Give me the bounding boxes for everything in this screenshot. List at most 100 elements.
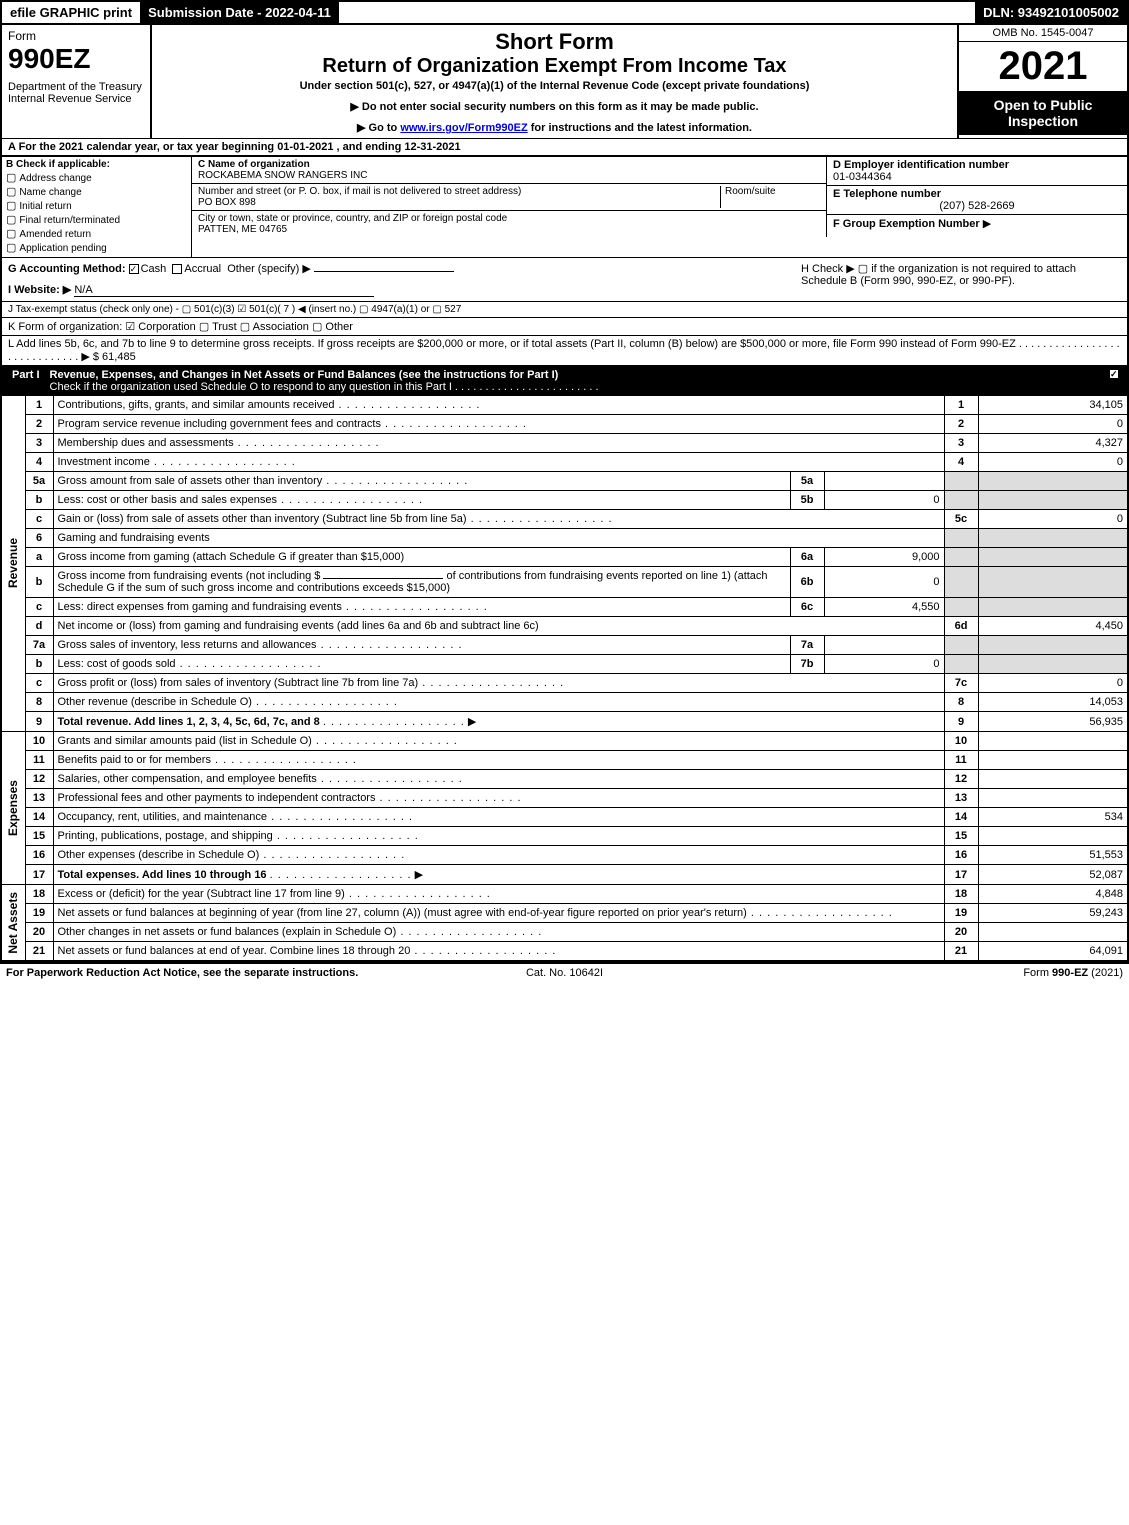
l9-v: 56,935 (978, 712, 1128, 732)
l20-v (978, 923, 1128, 942)
l3-v: 4,327 (978, 434, 1128, 453)
l9-n: 9 (25, 712, 53, 732)
l7b-n: b (25, 655, 53, 674)
note-ssn: ▶ Do not enter social security numbers o… (158, 100, 951, 113)
l19-d: Net assets or fund balances at beginning… (53, 904, 944, 923)
l5a-d: Gross amount from sale of assets other t… (53, 472, 790, 491)
g-accrual: Accrual (184, 263, 221, 275)
f-label: F Group Exemption Number (833, 218, 980, 230)
goto-post: for instructions and the latest informat… (528, 122, 752, 134)
footer-center: Cat. No. 10642I (378, 967, 750, 979)
row-j: J Tax-exempt status (check only one) - ▢… (0, 302, 1129, 318)
l12-n: 12 (25, 770, 53, 789)
f-arrow: ▶ (983, 218, 991, 230)
l15-v (978, 827, 1128, 846)
l14-n: 14 (25, 808, 53, 827)
chk-cash[interactable] (129, 264, 139, 274)
l7c-d: Gross profit or (loss) from sales of inv… (53, 674, 944, 693)
l18-ln: 18 (944, 885, 978, 904)
l10-d: Grants and similar amounts paid (list in… (53, 732, 944, 751)
l15-n: 15 (25, 827, 53, 846)
l13-d: Professional fees and other payments to … (53, 789, 944, 808)
section-h: H Check ▶ ▢ if the organization is not r… (801, 262, 1121, 297)
side-revenue: Revenue (1, 396, 25, 732)
l6d-ln: 6d (944, 617, 978, 636)
part1-checkbox[interactable] (1109, 369, 1119, 379)
chk-address-change[interactable]: Address change (6, 171, 187, 184)
l20-d: Other changes in net assets or fund bala… (53, 923, 944, 942)
l5b-sv: 0 (824, 491, 944, 510)
l7c-ln: 7c (944, 674, 978, 693)
l21-n: 21 (25, 942, 53, 962)
l14-d: Occupancy, rent, utilities, and maintena… (53, 808, 944, 827)
row-k: K Form of organization: ☑ Corporation ▢ … (0, 318, 1129, 336)
d-label: D Employer identification number (833, 159, 1009, 171)
l21-v: 64,091 (978, 942, 1128, 962)
l3-ln: 3 (944, 434, 978, 453)
title-short-form: Short Form (158, 29, 951, 55)
l2-ln: 2 (944, 415, 978, 434)
l5b-sn: 5b (790, 491, 824, 510)
c-street-label: Number and street (or P. O. box, if mail… (198, 186, 521, 197)
l12-v (978, 770, 1128, 789)
l5c-d: Gain or (loss) from sale of assets other… (53, 510, 944, 529)
g-cash: Cash (141, 263, 167, 275)
omb-number: OMB No. 1545-0047 (959, 25, 1127, 42)
l1-d: Contributions, gifts, grants, and simila… (53, 396, 944, 415)
l8-ln: 8 (944, 693, 978, 712)
l7b-d: Less: cost of goods sold (53, 655, 790, 674)
g-label: G Accounting Method: (8, 263, 126, 275)
row-l-text: L Add lines 5b, 6c, and 7b to line 9 to … (8, 338, 1120, 363)
l7c-n: c (25, 674, 53, 693)
l9-ln: 9 (944, 712, 978, 732)
top-bar: efile GRAPHIC print Submission Date - 20… (0, 0, 1129, 25)
l13-v (978, 789, 1128, 808)
l14-ln: 14 (944, 808, 978, 827)
chk-amended-return[interactable]: Amended return (6, 227, 187, 240)
l7b-sv: 0 (824, 655, 944, 674)
l1-v: 34,105 (978, 396, 1128, 415)
l21-d: Net assets or fund balances at end of ye… (53, 942, 944, 962)
l16-ln: 16 (944, 846, 978, 865)
ein: 01-0344364 (833, 171, 892, 183)
l17-ln: 17 (944, 865, 978, 885)
header-right: OMB No. 1545-0047 2021 Open to Public In… (957, 25, 1127, 138)
open-to-public: Open to Public Inspection (959, 91, 1127, 135)
l10-ln: 10 (944, 732, 978, 751)
side-expenses: Expenses (1, 732, 25, 885)
l18-d: Excess or (deficit) for the year (Subtra… (53, 885, 944, 904)
chk-accrual[interactable] (172, 264, 182, 274)
street: PO BOX 898 (198, 197, 256, 208)
chk-initial-return[interactable]: Initial return (6, 199, 187, 212)
chk-name-change[interactable]: Name change (6, 185, 187, 198)
info-grid: B Check if applicable: Address change Na… (0, 157, 1129, 258)
l5a-sv (824, 472, 944, 491)
chk-application-pending[interactable]: Application pending (6, 241, 187, 254)
l10-n: 10 (25, 732, 53, 751)
l12-ln: 12 (944, 770, 978, 789)
form-label: Form (8, 29, 144, 43)
form-number: 990EZ (8, 43, 144, 75)
row-l-val: 61,485 (102, 351, 136, 363)
l19-ln: 19 (944, 904, 978, 923)
l7c-v: 0 (978, 674, 1128, 693)
l3-d: Membership dues and assessments (53, 434, 944, 453)
l5b-n: b (25, 491, 53, 510)
l11-n: 11 (25, 751, 53, 770)
l17-v: 52,087 (978, 865, 1128, 885)
lines-table: Revenue 1 Contributions, gifts, grants, … (0, 396, 1129, 962)
section-a: A For the 2021 calendar year, or tax yea… (0, 138, 1129, 157)
l5c-n: c (25, 510, 53, 529)
l20-ln: 20 (944, 923, 978, 942)
l18-n: 18 (25, 885, 53, 904)
chk-final-return[interactable]: Final return/terminated (6, 213, 187, 226)
l21-ln: 21 (944, 942, 978, 962)
spacer (339, 2, 975, 23)
l6c-sn: 6c (790, 598, 824, 617)
efile-print[interactable]: efile GRAPHIC print (2, 2, 140, 23)
l8-v: 14,053 (978, 693, 1128, 712)
dln: DLN: 93492101005002 (975, 2, 1127, 23)
l6d-n: d (25, 617, 53, 636)
l12-d: Salaries, other compensation, and employ… (53, 770, 944, 789)
irs-link[interactable]: www.irs.gov/Form990EZ (400, 122, 527, 134)
